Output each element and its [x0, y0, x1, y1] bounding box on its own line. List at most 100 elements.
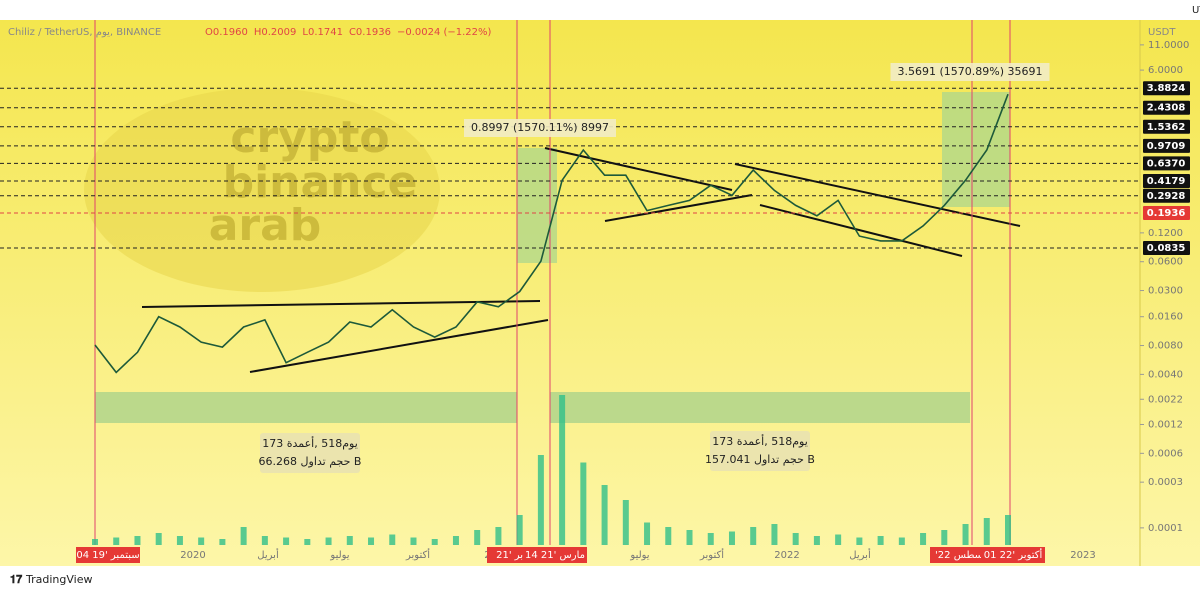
- range-band: [550, 392, 970, 423]
- volume-bar: [792, 533, 799, 545]
- level-label: 3.8824: [1147, 83, 1186, 94]
- x-tick-label: أكتوبر: [699, 548, 724, 561]
- volume-bar: [877, 536, 884, 545]
- volume-bar: [261, 536, 268, 545]
- x-label-tag: [523, 547, 587, 563]
- symbol: Chiliz / TetherUS, يوم, BINANCE: [8, 27, 161, 38]
- volume-bar: [452, 536, 459, 545]
- x-tick-label: أبريل: [257, 548, 279, 561]
- range-text: 173 يوم518 ,أعمدة: [712, 434, 808, 448]
- x-tick-label: 04 سبتمبر '19: [76, 550, 139, 561]
- x-label-tag: [981, 547, 1045, 563]
- volume-bar: [113, 537, 120, 545]
- level-label: 0.2928: [1147, 191, 1186, 202]
- volume-bar: [240, 527, 247, 545]
- watermark-text: binance: [223, 157, 418, 208]
- volume-bar: [686, 530, 693, 545]
- y-tick-label: 0.0012: [1148, 419, 1183, 430]
- x-tick-label: '22 مسطس: [935, 550, 989, 561]
- volume-bar: [941, 530, 948, 545]
- y-tick-label: 11.0000: [1148, 40, 1189, 51]
- brand-mark: 𝟏𝟕: [10, 573, 23, 586]
- volume-bar: [431, 539, 438, 545]
- level-tag: [1143, 188, 1190, 203]
- watermark-text: crypto: [230, 112, 389, 163]
- y-tick-label: 0.1200: [1148, 228, 1183, 239]
- level-tag: [1143, 119, 1190, 134]
- range-text: 173 يوم518 ,أعمدة: [262, 436, 358, 450]
- level-label: 0.9709: [1147, 141, 1186, 152]
- volume-bar: [898, 537, 905, 545]
- ohlc-value: C0.1936: [349, 27, 391, 38]
- volume-bar: [601, 485, 608, 545]
- x-tick-label: 2020: [180, 550, 205, 561]
- price-line: [94, 93, 1009, 374]
- volume-bar: [707, 533, 714, 545]
- volume-bar: [474, 530, 481, 545]
- volume-bar: [537, 455, 544, 545]
- range-box: [260, 433, 360, 473]
- volume-bar: [134, 536, 141, 545]
- range-text: 157.041 حجم تداول B: [705, 453, 815, 466]
- volume-bar: [835, 534, 842, 545]
- x-label-tag: [930, 547, 994, 563]
- level-tag: [1143, 138, 1190, 153]
- level-tag: [1143, 100, 1190, 115]
- volume-bar: [622, 500, 629, 545]
- volume-bar: [346, 536, 353, 545]
- volume-bar: [983, 518, 990, 545]
- x-tick-label: 2023: [1070, 550, 1095, 561]
- measure-label-box: [464, 119, 616, 137]
- level-label: 0.0835: [1147, 243, 1186, 254]
- y-tick-label: 0.0006: [1148, 448, 1183, 459]
- level-label: 0.6370: [1147, 158, 1186, 169]
- y-tick-label: 0.0003: [1148, 477, 1183, 488]
- x-tick-label: أبريل: [849, 548, 871, 561]
- range-band: [95, 392, 517, 423]
- measure-box: [517, 148, 557, 263]
- volume-bar: [516, 515, 523, 545]
- ohlc-value: L0.1741: [302, 27, 343, 38]
- volume-bar: [495, 527, 502, 545]
- volume-bar: [920, 533, 927, 545]
- ohlc-value: O0.1960: [205, 27, 248, 38]
- axis-unit: USDT: [1148, 27, 1176, 38]
- volume-bar: [580, 462, 587, 545]
- level-tag: [1143, 81, 1190, 96]
- volume-bar: [771, 524, 778, 545]
- volume-bar: [559, 395, 566, 545]
- ohlc-value: H0.2009: [254, 27, 297, 38]
- volume-bar: [283, 537, 290, 545]
- volume-bar: [368, 537, 375, 545]
- range-text: 66.268 حجم تداول B: [259, 455, 362, 468]
- y-tick-label: 0.0022: [1148, 394, 1183, 405]
- measure-label: 3.5691 (1570.89%) 35691: [898, 65, 1043, 78]
- volume-bar: [325, 537, 332, 545]
- y-tick-label: 0.0080: [1148, 341, 1183, 352]
- x-tick-label: 2022: [774, 550, 799, 561]
- measure-label: 0.8997 (1570.11%) 8997: [471, 121, 609, 134]
- footer: 𝟏𝟕 TradingView: [10, 573, 92, 586]
- volume-bar: [410, 537, 417, 545]
- brand: TradingView: [25, 573, 92, 586]
- volume-bar: [644, 522, 651, 545]
- volume-bar: [1005, 515, 1011, 545]
- volume-bar: [750, 527, 757, 545]
- watermark-ellipse: [84, 88, 440, 292]
- watermark-text: arab: [209, 200, 322, 251]
- y-tick-label: 0.0040: [1148, 369, 1183, 380]
- volume-bar: [389, 534, 396, 545]
- range-box: [710, 431, 810, 471]
- level-label: 0.1936: [1147, 208, 1186, 219]
- volume-bar: [219, 539, 226, 545]
- x-tick-label: أكتوبر: [405, 548, 430, 561]
- volume-bar: [92, 539, 98, 545]
- y-tick-label: 0.0160: [1148, 312, 1183, 323]
- level-label: 0.4179: [1147, 176, 1186, 187]
- volume-bar: [856, 537, 863, 545]
- level-tag: [1143, 205, 1190, 220]
- x-tick-label: يوليو: [329, 550, 349, 561]
- level-label: 2.4308: [1147, 103, 1186, 114]
- volume-bar: [304, 539, 311, 545]
